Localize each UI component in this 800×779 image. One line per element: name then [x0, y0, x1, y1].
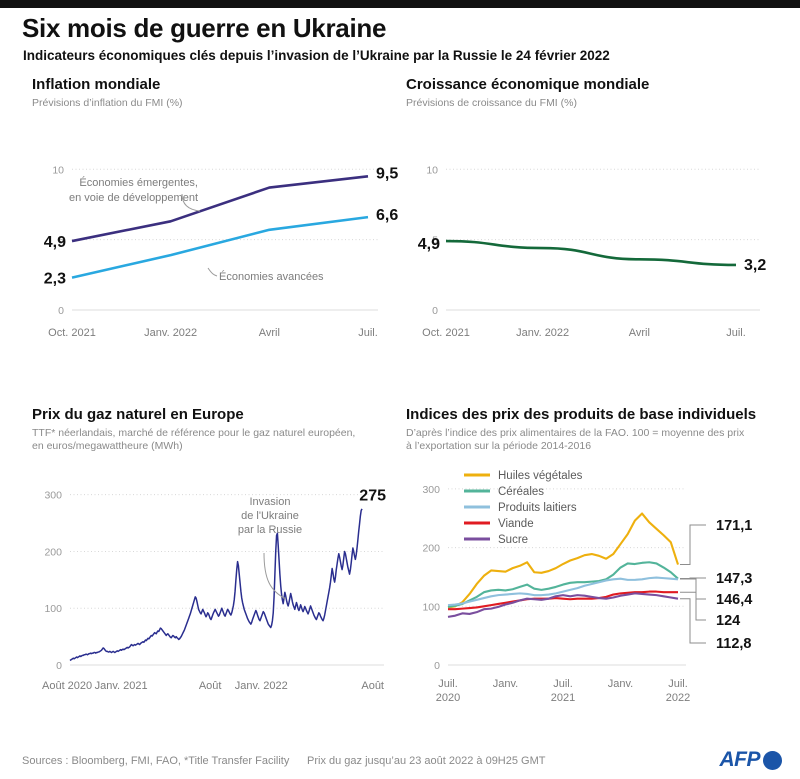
value-label-meat: 124 [716, 613, 740, 629]
legend-label-4: Sucre [498, 534, 528, 546]
x-tick-year: 2021 [551, 692, 575, 704]
footer-note: Prix du gaz jusqu’au 23 août 2022 à 09H2… [307, 755, 546, 767]
x-tick-year: 2022 [666, 692, 690, 704]
x-tick-label: Août 2020 [42, 680, 92, 692]
annotation-emerging-economies: Économies émergentes, en voie de développ… [69, 176, 201, 212]
svg-text:de l'Ukraine: de l'Ukraine [241, 510, 299, 522]
panel-gaz-subtitle: TTF* néerlandais, marché de référence po… [32, 427, 356, 452]
x-tick-label: Oct. 2021 [422, 327, 470, 339]
svg-text:Économies avancées: Économies avancées [219, 270, 324, 283]
y-tick-label: 200 [422, 543, 440, 555]
x-tick-label: Août [199, 680, 222, 692]
x-tick-label: Janv. 2021 [95, 680, 148, 692]
panel-gaz: Prix du gaz naturel en Europe TTF* néerl… [32, 406, 392, 703]
annotation-invasion: Invasion de l'Ukraine par la Russie [238, 496, 302, 600]
value-label-emerging-end: 9,5 [376, 165, 398, 182]
x-tick-label: Juil. [358, 327, 378, 339]
value-label-advanced-end: 6,6 [376, 207, 398, 224]
value-label-dairy: 146,4 [716, 592, 752, 608]
line-series-1 [447, 561, 679, 608]
panel-indices-subtitle: D’après l’indice des prix alimentaires d… [406, 427, 745, 452]
value-label-sugar: 112,8 [716, 636, 752, 652]
svg-text:par la Russie: par la Russie [238, 524, 302, 536]
value-label-emerging-start: 4,9 [44, 234, 66, 251]
panel-croissance-title: Croissance économique mondiale [406, 76, 650, 93]
line-global-growth [445, 239, 737, 267]
panel-indices: Indices des prix des produits de base in… [406, 406, 786, 711]
y-tick-label: 10 [52, 164, 64, 176]
chart-gaz: 0 100 200 300 Août 2020 Janv. 2021 Août Janv. 2… [32, 453, 392, 703]
x-tick-label: Août [361, 680, 384, 692]
chart-indices: 0 100 200 300 Juil. 2020 Janv. Juil. 2021 Janv. Ju… [406, 453, 786, 711]
line-series-0 [447, 512, 679, 609]
line-advanced-economies [71, 215, 369, 279]
svg-text:Invasion: Invasion [250, 496, 291, 508]
svg-text:en voie de développement: en voie de développement [69, 192, 198, 204]
line-series-2 [447, 576, 679, 607]
x-tick-label: Janv. [493, 678, 518, 690]
top-black-bar [0, 0, 800, 8]
y-tick-label: 5 [432, 235, 438, 247]
line-series-3 [448, 590, 678, 611]
value-label-oils: 171,1 [716, 518, 752, 534]
legend-label-2: Produits laitiers [498, 502, 577, 514]
y-tick-label: 10 [426, 164, 438, 176]
line-series-4 [447, 592, 679, 618]
footer-sources: Sources : Bloomberg, FMI, FAO, *Title Tr… [22, 755, 290, 767]
y-tick-label: 0 [434, 660, 440, 672]
line-emerging-economies [71, 175, 369, 243]
legend-label-0: Huiles végétales [498, 470, 583, 482]
page-title: Six mois de guerre en Ukraine [22, 13, 387, 43]
y-tick-label: 100 [422, 601, 440, 613]
afp-logo: AFP [719, 748, 782, 772]
x-tick-label: Oct. 2021 [48, 327, 96, 339]
annotation-advanced-economies: Économies avancées [207, 267, 324, 283]
chart-legend: Huiles végétales Céréales Produits laitier… [464, 470, 583, 546]
x-tick-label: Avril [259, 327, 280, 339]
x-tick-label: Janv. 2022 [516, 327, 569, 339]
x-tick-label: Janv. [608, 678, 633, 690]
chart-inflation: 0 5 10 Oct. 2021 Janv. 2022 Avril Juil. 4,9 9,5 2… [32, 110, 399, 368]
value-label-growth-end: 3,2 [744, 257, 766, 274]
svg-text:Économies émergentes,: Économies émergentes, [79, 176, 198, 189]
y-tick-label: 0 [58, 305, 64, 317]
y-tick-label: 300 [422, 484, 440, 496]
afp-logo-dot-icon [763, 750, 782, 770]
x-tick-label: Juil. [726, 327, 746, 339]
x-tick-label: Juil. [438, 678, 458, 690]
x-tick-label: Juil. [553, 678, 573, 690]
value-label-growth-start: 4,9 [418, 236, 440, 253]
y-tick-label: 0 [432, 305, 438, 317]
panel-inflation-subtitle: Prévisions d’inflation du FMI (%) [32, 97, 183, 109]
panel-indices-title: Indices des prix des produits de base in… [406, 406, 757, 423]
panel-croissance-subtitle: Prévisions de croissance du FMI (%) [406, 97, 577, 109]
x-tick-year: 2020 [436, 692, 460, 704]
panel-inflation: Inflation mondiale Prévisions d’inflatio… [32, 76, 399, 368]
chart-croissance: 0 5 10 Oct. 2021 Janv. 2022 Avril Juil. 4,9 3,2 [406, 110, 776, 368]
panel-croissance: Croissance économique mondiale Prévision… [406, 76, 776, 368]
value-label-advanced-start: 2,3 [44, 271, 66, 288]
panel-gaz-title: Prix du gaz naturel en Europe [32, 406, 244, 423]
page-subtitle: Indicateurs économiques clés depuis l’in… [23, 48, 610, 63]
x-tick-label: Juil. [668, 678, 688, 690]
x-tick-label: Janv. 2022 [144, 327, 197, 339]
value-label-gas-latest: 275 [359, 488, 386, 505]
afp-logo-text: AFP [719, 748, 761, 771]
value-label-cereals: 147,3 [716, 571, 752, 587]
y-tick-label: 200 [44, 546, 62, 558]
x-tick-label: Janv. 2022 [235, 680, 288, 692]
line-gas-price [69, 508, 363, 662]
y-tick-label: 0 [56, 660, 62, 672]
y-tick-label: 100 [44, 603, 62, 615]
y-tick-label: 300 [44, 490, 62, 502]
legend-label-3: Viande [498, 518, 534, 530]
x-tick-label: Avril [629, 327, 650, 339]
panel-inflation-title: Inflation mondiale [32, 76, 161, 93]
legend-label-1: Céréales [498, 486, 544, 498]
y-tick-label: 5 [58, 235, 64, 247]
